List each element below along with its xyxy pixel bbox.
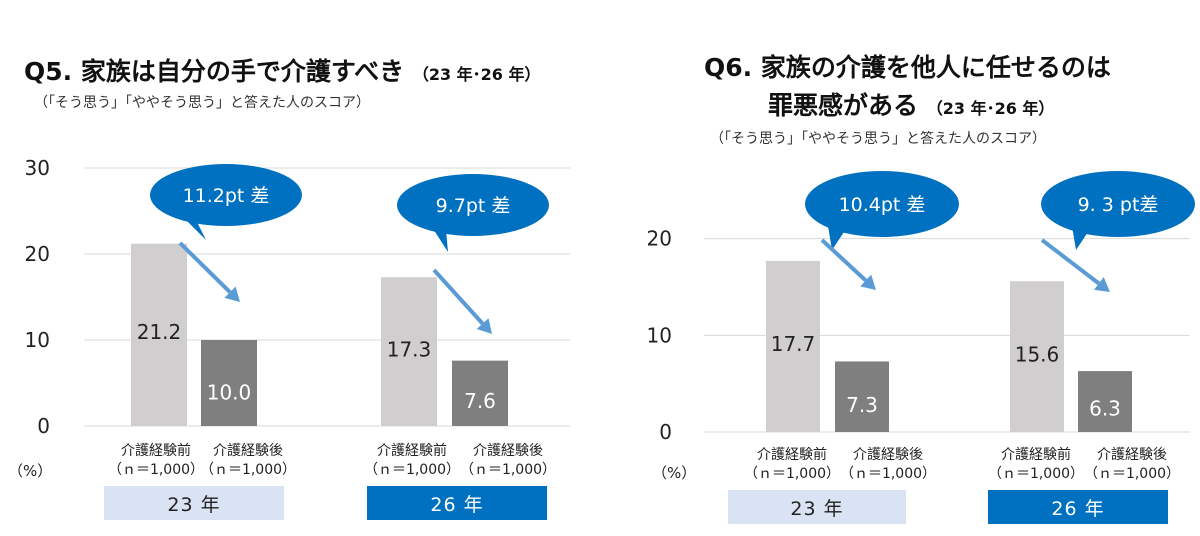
trend-arrow-line: [178, 241, 232, 294]
bar-value-label: 6.3: [1089, 397, 1121, 421]
callout-bubble: [1041, 171, 1195, 237]
trend-arrow-head: [224, 286, 240, 302]
x-label-q6-26-after: 介護経験後 （ｎ＝1,000）: [1072, 446, 1192, 484]
bar-value-label: 15.6: [1015, 343, 1060, 367]
year-label-26: 26 年: [367, 486, 547, 520]
y-tick-label: 20: [647, 227, 672, 251]
y-tick-label: 20: [25, 242, 50, 266]
x-label-n: （ｎ＝1,000）: [107, 462, 205, 478]
x-label-text: 介護経験後: [473, 443, 543, 459]
callout-bubble: [397, 174, 549, 236]
bar: [835, 361, 889, 432]
chart-subtitle: （23 年･26 年）: [926, 99, 1055, 118]
bar-chart-q5: 0 10 20 30 21.2 10.0 17.3 7.6 11.2pt 差 9.7pt 差: [25, 156, 570, 438]
unit-label: （%）: [652, 464, 697, 482]
x-label-n: （ｎ＝1,000）: [199, 462, 297, 478]
bar: [1010, 281, 1064, 432]
x-label-n: （ｎ＝1,000）: [1083, 466, 1181, 482]
y-tick-label: 0: [659, 420, 672, 444]
trend-arrow-line: [1040, 238, 1101, 286]
bar-value-label: 10.0: [207, 381, 252, 405]
x-label-text: 介護経験後: [853, 447, 923, 463]
diff-label: 11.2pt 差: [183, 185, 270, 207]
trend-arrow-head: [1094, 277, 1110, 292]
bar: [452, 360, 508, 426]
bar-value-label: 7.6: [464, 389, 496, 413]
x-label-text: 介護経験後: [213, 443, 283, 459]
bar: [766, 260, 820, 432]
x-label-q6-23-before: 介護経験前 （ｎ＝1,000）: [732, 446, 852, 484]
chart-title-q6-line2: 罪悪感がある （23 年･26 年）: [768, 86, 1054, 122]
x-label-text: 介護経験前: [377, 443, 447, 459]
trend-arrow-head: [476, 318, 492, 334]
y-tick-label: 0: [37, 414, 50, 438]
bar-value-label: 21.2: [137, 320, 182, 344]
chart-panel-q5: Q5. 家族は自分の手で介護すべき （23 年･26 年） （「そう思う」「やや…: [8, 52, 570, 520]
trend-arrow-line: [820, 238, 868, 282]
diff-label: 9.7pt 差: [436, 195, 511, 217]
chart-note: （「そう思う」「ややそう思う」と答えた人のスコア）: [34, 95, 370, 111]
year-label-26: 26 年: [988, 490, 1168, 524]
bar-value-label: 7.3: [846, 393, 878, 417]
year-label-23: 23 年: [104, 486, 284, 520]
x-label-text: 介護経験後: [1097, 447, 1167, 463]
trend-arrow-head: [860, 274, 876, 290]
x-label-n: （ｎ＝1,000）: [459, 462, 557, 478]
x-label-q5-26-after: 介護経験後 （ｎ＝1,000）: [448, 442, 568, 480]
year-label-23: 23 年: [728, 490, 906, 524]
x-label-q5-23-before: 介護経験前 （ｎ＝1,000）: [96, 442, 216, 480]
bar: [1078, 371, 1132, 432]
callout-bubble: [150, 164, 302, 226]
diff-label: 10.4pt 差: [839, 194, 926, 216]
x-label-n: （ｎ＝1,000）: [743, 466, 841, 482]
chart-title-text: 罪悪感がある: [768, 91, 919, 120]
x-label-n: （ｎ＝1,000）: [839, 466, 937, 482]
x-label-text: 介護経験前: [1001, 447, 1071, 463]
callout-tail: [828, 226, 844, 250]
bar: [131, 243, 187, 426]
x-label-q5-26-before: 介護経験前 （ｎ＝1,000）: [352, 442, 472, 480]
x-label-q6-26-before: 介護経験前 （ｎ＝1,000）: [976, 446, 1096, 484]
unit-label: （%）: [8, 462, 53, 480]
y-tick-label: 10: [647, 323, 672, 347]
bar-value-label: 17.7: [771, 332, 816, 356]
chart-note: （「そう思う」「ややそう思う」と答えた人のスコア）: [710, 131, 1046, 147]
y-tick-label: 30: [25, 156, 50, 180]
bar: [201, 340, 257, 426]
callout-bubble: [805, 171, 959, 237]
diff-label: 9. 3 pt差: [1078, 194, 1159, 216]
chart-panel-q6: Q6. 家族の介護を他人に任せるのは 罪悪感がある （23 年･26 年） （「…: [600, 0, 1200, 536]
x-label-q6-23-after: 介護経験後 （ｎ＝1,000）: [828, 446, 948, 484]
x-label-q5-23-after: 介護経験後 （ｎ＝1,000）: [188, 442, 308, 480]
chart-title-text: Q5. 家族は自分の手で介護すべき: [24, 57, 405, 86]
x-label-n: （ｎ＝1,000）: [363, 462, 461, 478]
chart-title-q5: Q5. 家族は自分の手で介護すべき （23 年･26 年）: [24, 52, 541, 88]
x-label-n: （ｎ＝1,000）: [987, 466, 1085, 482]
bar: [381, 277, 437, 426]
x-label-text: 介護経験前: [121, 443, 191, 459]
chart-subtitle: （23 年･26 年）: [412, 65, 541, 84]
chart-title-q6-line1: Q6. 家族の介護を他人に任せるのは: [704, 53, 1111, 82]
trend-arrow-line: [432, 268, 485, 325]
bar-chart-q6: 0 10 20 17.7 7.3 15.6 6.3 10.4pt 差 9. 3 pt差: [647, 171, 1195, 444]
x-label-text: 介護経験前: [757, 447, 827, 463]
bar-value-label: 17.3: [387, 338, 432, 362]
y-tick-label: 10: [25, 328, 50, 352]
